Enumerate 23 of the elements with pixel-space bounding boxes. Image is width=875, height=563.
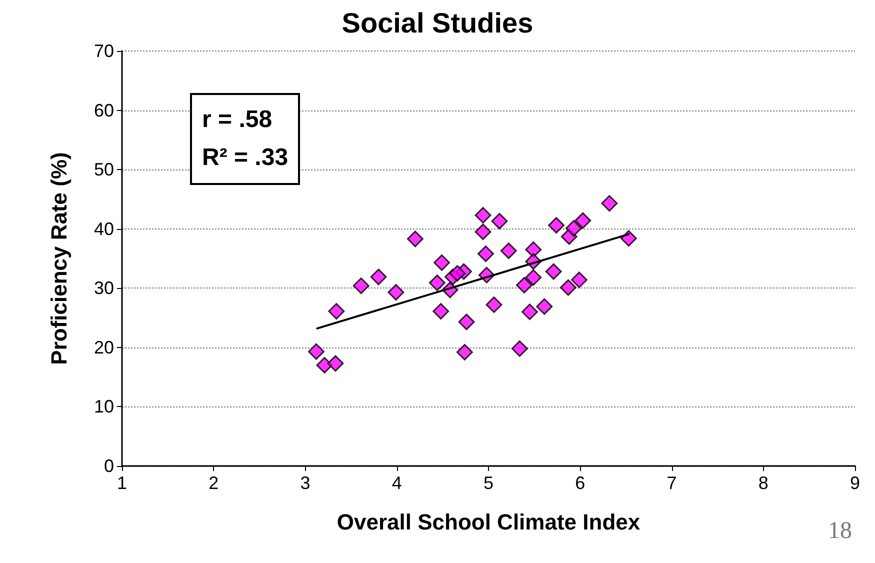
x-tick-label: 1 (116, 473, 128, 493)
x-tick-label: 3 (300, 473, 310, 493)
x-tick-label: 2 (208, 473, 219, 493)
annotation: r = .58 (202, 105, 274, 135)
y-tick-label: 60 (94, 100, 114, 120)
chart-title: Social Studies (342, 8, 534, 38)
y-tick-label: 10 (94, 396, 114, 417)
x-tick-label: 4 (392, 473, 402, 493)
x-tick-label: 5 (483, 473, 494, 493)
y-tick-label: 30 (94, 278, 114, 298)
y-tick-label: 20 (94, 337, 114, 358)
annotation: R² = .33 (202, 143, 288, 173)
x-tick-label: 8 (758, 473, 768, 493)
y-axis-title: Proficiency Rate (%) (46, 152, 72, 365)
y-tick-label: 0 (104, 456, 114, 476)
x-tick-label: 7 (666, 473, 677, 493)
x-tick-label: 6 (575, 473, 586, 493)
y-tick-label: 40 (94, 218, 114, 239)
x-tick-label: 9 (850, 473, 860, 493)
text: 18 (828, 518, 852, 545)
x-axis-title: Overall School Climate Index (336, 510, 641, 534)
y-tick-label: 70 (94, 41, 114, 61)
y-tick-label: 50 (94, 160, 114, 180)
